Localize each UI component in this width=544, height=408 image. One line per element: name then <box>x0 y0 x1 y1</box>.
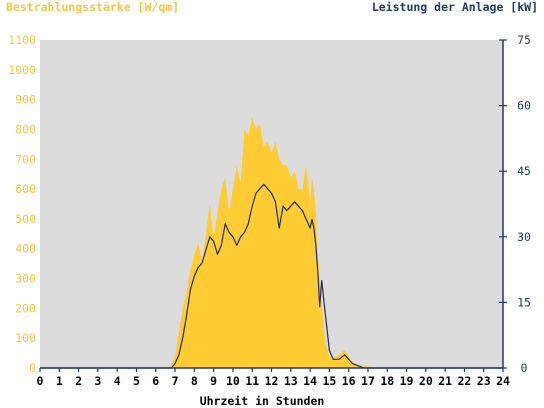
x-tick-label: 10 <box>226 374 240 388</box>
x-tick-label: 24 <box>496 374 510 388</box>
x-tick-label: 0 <box>37 374 44 388</box>
y-right-tick-label: 60 <box>517 99 531 113</box>
x-tick-label: 17 <box>361 374 375 388</box>
x-tick-label: 22 <box>457 374 471 388</box>
x-tick-label: 13 <box>284 374 298 388</box>
x-tick-label: 5 <box>133 374 140 388</box>
y-left-tick-label: 300 <box>15 272 36 286</box>
x-tick-label: 12 <box>265 374 279 388</box>
y-left-tick-label: 0 <box>29 361 36 375</box>
y-left-tick-label: 700 <box>15 152 36 166</box>
x-tick-label: 16 <box>342 374 356 388</box>
x-tick-label: 3 <box>94 374 101 388</box>
x-tick-label: 1 <box>56 374 63 388</box>
y-left-tick-label: 1100 <box>8 33 36 47</box>
y-right-tick-label: 30 <box>517 230 531 244</box>
tick-labels: 0100200300400500600700800900100011000153… <box>8 33 531 388</box>
y-right-tick-label: 0 <box>521 361 528 375</box>
x-tick-label: 8 <box>191 374 198 388</box>
x-tick-label: 2 <box>75 374 82 388</box>
x-tick-label: 11 <box>245 374 259 388</box>
x-axis-title: Uhrzeit in Stunden <box>200 394 325 408</box>
x-tick-label: 19 <box>400 374 414 388</box>
x-tick-label: 23 <box>477 374 491 388</box>
x-tick-label: 18 <box>380 374 394 388</box>
y-left-tick-label: 400 <box>15 242 36 256</box>
y-left-tick-label: 500 <box>15 212 36 226</box>
x-tick-label: 9 <box>210 374 217 388</box>
irradiance-area-series <box>40 117 503 368</box>
x-tick-label: 6 <box>152 374 159 388</box>
y-left-tick-label: 200 <box>15 301 36 315</box>
x-tick-label: 7 <box>172 374 179 388</box>
x-tick-label: 4 <box>114 374 121 388</box>
y-left-tick-label: 800 <box>15 122 36 136</box>
y-right-tick-label: 45 <box>517 164 531 178</box>
y-left-tick-label: 1000 <box>8 63 36 77</box>
x-tick-label: 14 <box>303 374 317 388</box>
x-tick-label: 20 <box>419 374 433 388</box>
y-right-tick-label: 75 <box>517 33 531 47</box>
x-tick-label: 21 <box>438 374 452 388</box>
y-right-tick-label: 15 <box>517 295 531 309</box>
y-left-tick-label: 100 <box>15 331 36 345</box>
y-left-tick-label: 600 <box>15 182 36 196</box>
x-tick-label: 15 <box>322 374 336 388</box>
series-layer <box>40 117 503 369</box>
power-line-series <box>40 183 503 369</box>
y-left-tick-label: 900 <box>15 93 36 107</box>
right-axis-title: Leistung der Anlage [kW] <box>372 0 538 14</box>
left-axis-title: Bestrahlungsstärke [W/qm] <box>6 0 179 14</box>
